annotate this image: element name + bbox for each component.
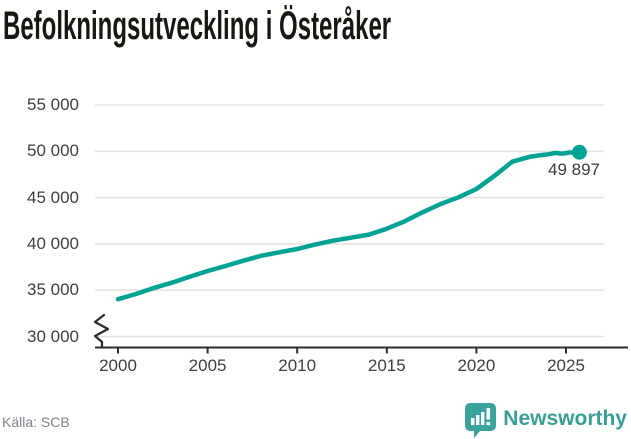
newsworthy-wordmark: Newsworthy (503, 407, 627, 430)
y-tick-label: 40 000 (27, 233, 79, 253)
x-tick-label: 2025 (547, 356, 585, 375)
y-tick-label: 45 000 (27, 187, 79, 207)
population-line-series (115, 150, 582, 302)
y-tick-label: 50 000 (27, 141, 79, 161)
x-tick-label: 2000 (99, 356, 137, 375)
x-tick-label: 2015 (367, 356, 406, 375)
x-tick-label: 2020 (457, 356, 496, 375)
y-tick-label: 55 000 (27, 95, 79, 114)
last-value-annotation: 49 897 (548, 160, 600, 179)
source-note: Källa: SCB (2, 414, 70, 430)
y-axis-break-icon (93, 313, 110, 349)
x-tick-label: 2010 (278, 356, 317, 375)
y-tick-label: 30 000 (27, 326, 79, 346)
x-tick-label: 2005 (188, 356, 227, 375)
newsworthy-bars-icon (464, 402, 498, 439)
newsworthy-logo: Newsworthy (464, 402, 627, 439)
chart-title: Befolkningsutveckling i Österåker (3, 4, 392, 48)
last-data-point-marker (571, 144, 587, 160)
y-tick-label: 35 000 (27, 280, 79, 300)
